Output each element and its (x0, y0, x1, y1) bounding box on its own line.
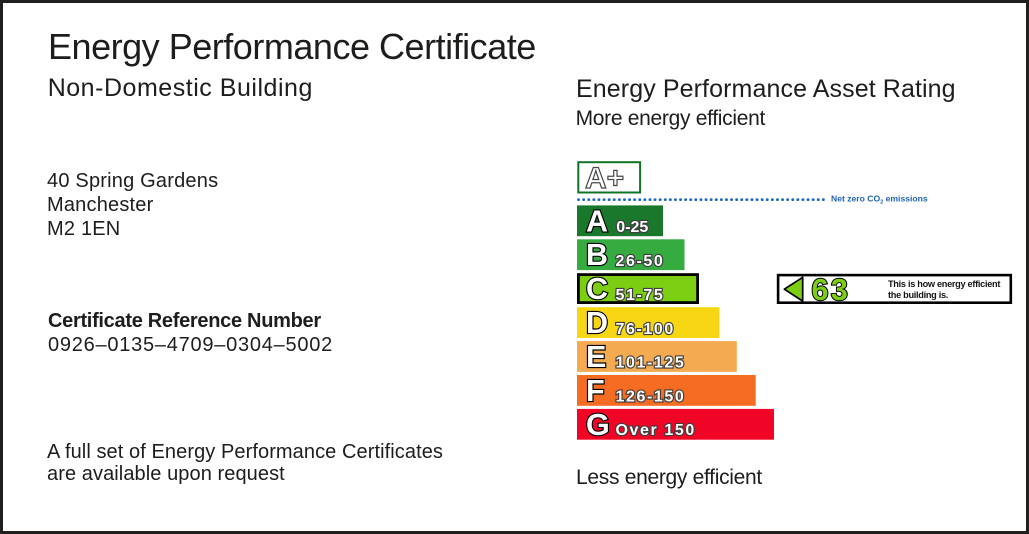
svg-text:the building is.: the building is. (888, 290, 948, 300)
svg-text:This is how energy efficient: This is how energy efficient (888, 279, 1000, 289)
svg-text:A+: A+ (585, 162, 624, 195)
svg-text:E: E (586, 340, 606, 374)
svg-text:F: F (586, 374, 605, 408)
svg-text:76-100: 76-100 (616, 321, 675, 338)
svg-text:0-25: 0-25 (616, 219, 648, 236)
svg-text:Over 150: Over 150 (616, 422, 696, 439)
svg-text:101-125: 101-125 (616, 355, 686, 372)
svg-text:Net zero CO2 emissions: Net zero CO2 emissions (831, 194, 928, 206)
svg-text:D: D (586, 306, 608, 340)
svg-text:51-75: 51-75 (616, 287, 665, 304)
svg-text:26-50: 26-50 (616, 253, 665, 270)
svg-text:A: A (586, 204, 608, 238)
svg-text:G: G (586, 408, 610, 442)
svg-text:63: 63 (812, 273, 851, 307)
svg-text:C: C (586, 272, 608, 306)
svg-text:B: B (586, 238, 608, 272)
svg-text:126-150: 126-150 (616, 389, 686, 406)
